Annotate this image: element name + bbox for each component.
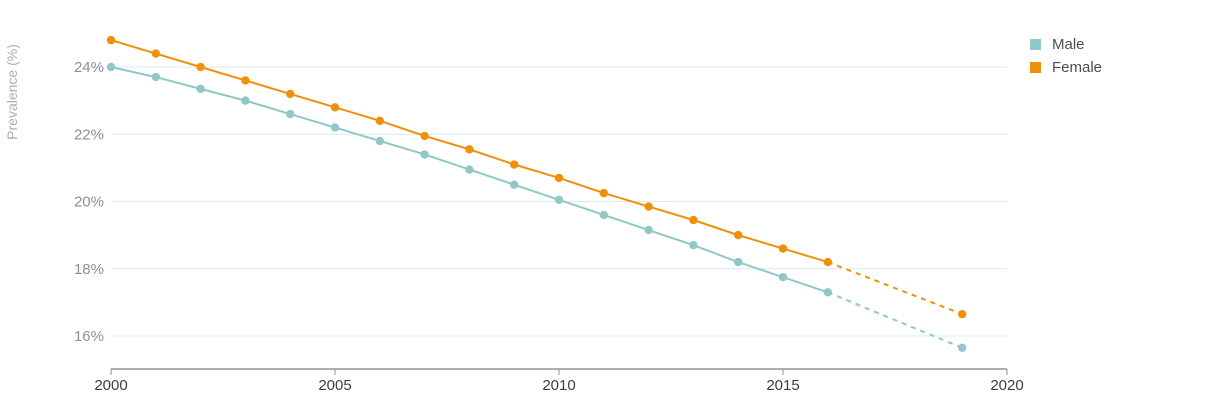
data-point-female-2007 (420, 131, 429, 141)
x-axis-ticks: 2000 2005 2010 2015 2020 (94, 369, 1024, 394)
x-tick-label-2015: 2015 (766, 377, 799, 394)
y-tick-label-22: 22% (74, 126, 104, 143)
data-point-male-2002 (196, 84, 205, 94)
data-point-male-2010 (554, 195, 564, 205)
data-point-male-2015 (778, 272, 788, 282)
data-point-male-2008 (465, 165, 474, 174)
y-axis-ticks: 16% 18% 20% 22% 24% (74, 59, 104, 345)
y-tick-label-18: 18% (74, 261, 104, 278)
data-point-female-2013 (689, 215, 698, 225)
data-point-male-2013 (689, 241, 698, 250)
data-point-female-2008 (465, 145, 474, 154)
series-male (106, 62, 967, 352)
data-point-male-2004 (286, 109, 295, 119)
legend-item-female[interactable]: Female (1030, 56, 1102, 79)
y-tick-label-24: 24% (74, 59, 104, 76)
data-point-male-2007 (420, 150, 429, 159)
series-layer (106, 35, 967, 352)
data-point-female-2014 (734, 230, 743, 240)
x-tick-label-2000: 2000 (94, 377, 127, 394)
data-point-female-2006 (375, 116, 384, 126)
data-point-female-2010 (554, 173, 564, 183)
data-point-male-2011 (599, 210, 608, 220)
data-point-female-2005 (330, 103, 340, 112)
legend-item-male[interactable]: Male (1030, 33, 1102, 56)
data-point-female-2012 (644, 202, 653, 211)
data-point-male-2000 (106, 62, 116, 72)
data-point-male-2003 (241, 96, 250, 105)
data-point-female-2019 (958, 309, 967, 319)
y-tick-label-16: 16% (74, 328, 104, 345)
legend-label-male: Male (1052, 36, 1085, 53)
data-point-male-2001 (151, 72, 160, 82)
series-female (106, 35, 967, 319)
data-point-female-2003 (241, 76, 250, 85)
data-point-female-2011 (599, 188, 608, 198)
legend: Male Female (1030, 33, 1102, 79)
y-axis-label: Prevalence (%) (4, 44, 20, 140)
data-point-male-2019 (958, 343, 967, 352)
y-tick-label-20: 20% (74, 194, 104, 211)
data-point-female-2002 (196, 62, 205, 72)
data-point-female-2001 (151, 49, 160, 58)
data-point-female-2015 (778, 244, 788, 253)
data-point-male-2006 (375, 136, 384, 146)
x-tick-label-2010: 2010 (542, 377, 575, 394)
data-point-male-2012 (644, 225, 653, 235)
data-point-male-2005 (330, 123, 340, 132)
data-point-female-2009 (510, 160, 519, 169)
legend-swatch-female (1030, 62, 1041, 73)
data-point-male-2014 (734, 257, 743, 267)
series-line-male (110, 66, 829, 294)
legend-swatch-male (1030, 39, 1041, 50)
series-projection-male (827, 291, 963, 349)
data-point-female-2016 (823, 257, 832, 267)
data-point-female-2000 (106, 35, 116, 45)
x-tick-label-2005: 2005 (318, 377, 351, 394)
legend-label-female: Female (1052, 59, 1103, 76)
series-projection-female (827, 261, 963, 316)
x-tick-label-2020: 2020 (990, 377, 1023, 394)
data-point-male-2009 (510, 180, 519, 189)
data-point-male-2016 (823, 288, 832, 297)
data-point-female-2004 (286, 89, 295, 99)
